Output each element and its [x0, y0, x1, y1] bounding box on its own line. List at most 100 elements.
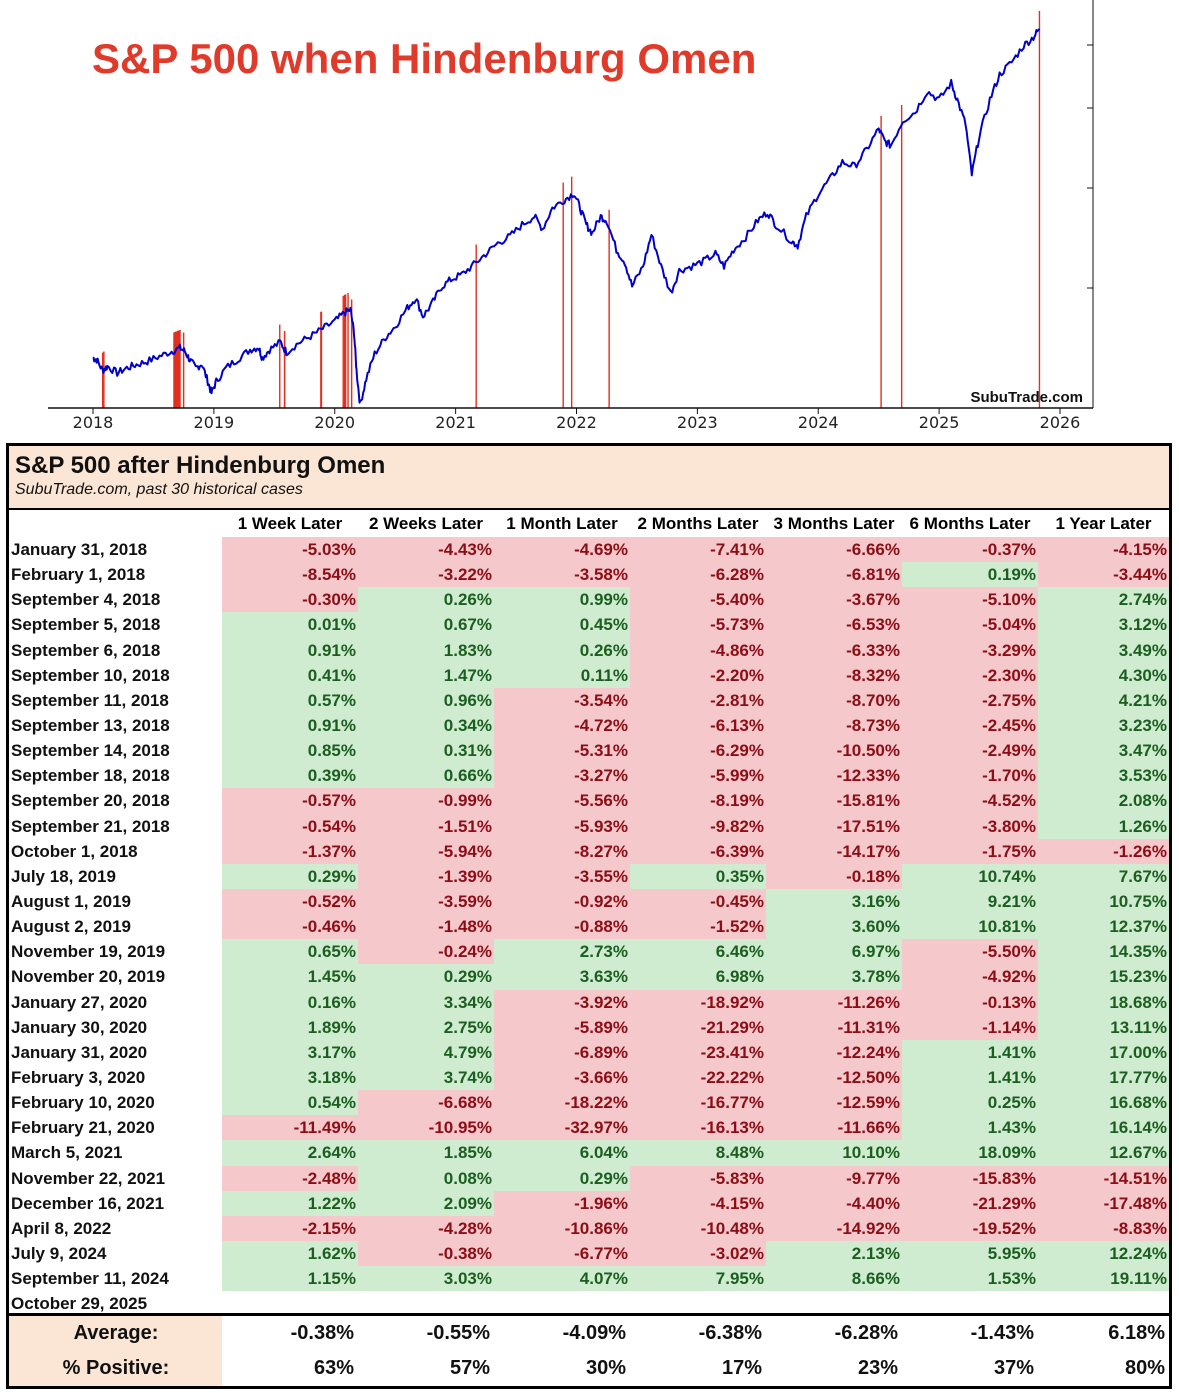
- return-cell: -2.15%: [222, 1215, 358, 1241]
- x-tick-label: 2026: [1040, 413, 1081, 432]
- return-cell: 0.54%: [222, 1090, 358, 1116]
- table-row: March 5, 2021 2.64% 1.85% 6.04% 8.48% 10.10% 1…: [9, 1140, 1169, 1166]
- return-cell: -22.22%: [630, 1064, 766, 1091]
- return-cell: -0.45%: [630, 888, 766, 915]
- return-cell: -0.37%: [902, 537, 1038, 563]
- row-date: October 1, 2018: [11, 841, 138, 861]
- return-cell: -8.54%: [222, 562, 358, 588]
- return-cell: -9.82%: [630, 813, 766, 839]
- return-cell: -3.59%: [358, 888, 494, 915]
- table-row: February 1, 2018 -8.54% -3.22% -3.58% -6.28%…: [9, 562, 1169, 588]
- return-cell: -6.77%: [494, 1240, 630, 1267]
- table-row: February 21, 2020 -11.49% -10.95% -32.97% -1…: [9, 1115, 1169, 1141]
- chart-title: S&P 500 when Hindenburg Omen: [92, 35, 756, 82]
- return-cell: -4.69%: [494, 537, 630, 563]
- return-cell: 0.91%: [222, 712, 358, 739]
- return-cell: -8.19%: [630, 788, 766, 814]
- return-cell: 0.41%: [222, 662, 358, 688]
- return-cell: -1.14%: [902, 1014, 1038, 1040]
- return-cell: -2.75%: [902, 687, 1038, 713]
- return-cell: -3.66%: [494, 1064, 630, 1091]
- return-cell: -3.58%: [494, 562, 630, 588]
- return-cell: 3.78%: [766, 964, 902, 990]
- summary-value: 37%: [993, 1357, 1034, 1379]
- return-cell: 1.43%: [902, 1115, 1038, 1141]
- return-cell: 10.81%: [902, 914, 1038, 940]
- return-cell: -12.59%: [766, 1090, 902, 1116]
- row-date: September 11, 2018: [11, 690, 169, 710]
- return-cell: -5.03%: [222, 537, 358, 563]
- summary-section: Average: -0.38% -0.55% -4.09% -6.38% -6.28% -1…: [9, 1313, 1169, 1386]
- corner-header-cell: [9, 510, 222, 537]
- return-cell: 0.65%: [222, 939, 358, 965]
- table-row: October 29, 2025: [9, 1291, 1169, 1317]
- row-date: September 13, 2018: [11, 716, 170, 736]
- return-cell: -11.26%: [766, 989, 902, 1015]
- return-cell: 1.53%: [902, 1266, 1038, 1292]
- return-cell: -8.73%: [766, 712, 902, 739]
- return-cell: -16.13%: [630, 1115, 766, 1141]
- return-cell: -14.17%: [766, 838, 902, 864]
- table-row: January 27, 2020 0.16% 3.34% -3.92% -18.92% -…: [9, 989, 1169, 1015]
- table-row: January 31, 2018 -5.03% -4.43% -4.69% -7.41%…: [9, 537, 1169, 563]
- row-date: January 30, 2020: [11, 1017, 148, 1037]
- return-cell: 0.29%: [222, 863, 358, 889]
- chart-svg: 2018 2019 2020 2021 2022 2023 2024 2025 2026 S&P…: [48, 0, 1094, 432]
- return-cell: -0.30%: [222, 587, 358, 613]
- summary-label: % Positive:: [9, 1351, 222, 1386]
- return-cell: -2.48%: [222, 1165, 358, 1191]
- return-cell: 3.16%: [766, 888, 902, 915]
- return-cell: -0.24%: [358, 939, 494, 965]
- return-cell: -17.51%: [766, 813, 902, 839]
- return-cell: -5.93%: [494, 813, 630, 839]
- return-cell: -11.31%: [766, 1014, 902, 1040]
- row-date: February 3, 2020: [11, 1068, 146, 1088]
- column-header: 2 Months Later: [637, 514, 759, 533]
- return-cell: -4.15%: [630, 1190, 766, 1216]
- return-cell: 3.60%: [766, 914, 902, 940]
- return-cell: 10.74%: [902, 863, 1038, 889]
- table-row: September 5, 2018 0.01% 0.67% 0.45% -5.73% -6…: [9, 612, 1169, 638]
- return-cell: 18.68%: [1038, 989, 1169, 1015]
- row-date: February 10, 2020: [11, 1093, 155, 1113]
- table-row: January 30, 2020 1.89% 2.75% -5.89% -21.29% -…: [9, 1014, 1169, 1040]
- row-date: November 22, 2021: [11, 1168, 166, 1188]
- x-tick-label: 2018: [73, 413, 114, 432]
- return-cell: 3.34%: [358, 989, 494, 1015]
- return-cell: 6.97%: [766, 939, 902, 965]
- table-row: November 19, 2019 0.65% -0.24% 2.73% 6.46% 6.…: [9, 939, 1169, 965]
- return-cell: -1.51%: [358, 813, 494, 839]
- return-cell: -19.52%: [902, 1215, 1038, 1241]
- return-cell: -6.66%: [766, 537, 902, 563]
- return-cell: 3.17%: [222, 1039, 358, 1065]
- return-cell: -10.95%: [358, 1115, 494, 1141]
- row-date: September 4, 2018: [11, 590, 161, 610]
- return-cell: -2.45%: [902, 712, 1038, 739]
- return-cell: -5.10%: [902, 587, 1038, 613]
- return-cell: 0.19%: [902, 562, 1038, 588]
- summary-value: -0.55%: [426, 1322, 490, 1344]
- row-date: September 6, 2018: [11, 640, 161, 660]
- return-cell: 8.66%: [766, 1266, 902, 1292]
- return-cell: -8.32%: [766, 662, 902, 688]
- return-cell: 0.08%: [358, 1165, 494, 1191]
- return-cell: -0.57%: [222, 788, 358, 814]
- return-cell: -5.04%: [902, 612, 1038, 638]
- return-cell: -0.52%: [222, 888, 358, 915]
- table-row: January 31, 2020 3.17% 4.79% -6.89% -23.41% -…: [9, 1039, 1169, 1065]
- return-cell: 5.95%: [902, 1240, 1038, 1267]
- return-cell: 10.10%: [766, 1140, 902, 1166]
- summary-value: 80%: [1124, 1357, 1165, 1379]
- return-cell: -2.81%: [630, 687, 766, 713]
- return-cell: 0.35%: [630, 863, 766, 889]
- return-cell: -5.31%: [494, 738, 630, 764]
- return-cell: 3.74%: [358, 1064, 494, 1091]
- return-cell: -6.28%: [630, 562, 766, 588]
- return-cell: -18.92%: [630, 989, 766, 1015]
- return-cell: -17.48%: [1038, 1190, 1169, 1216]
- return-cell: 1.15%: [222, 1266, 358, 1292]
- table-row: February 10, 2020 0.54% -6.68% -18.22% -16.7…: [9, 1090, 1169, 1116]
- summary-value: -6.38%: [698, 1322, 762, 1344]
- return-cell: -3.27%: [494, 763, 630, 789]
- return-cell: 0.99%: [494, 587, 630, 613]
